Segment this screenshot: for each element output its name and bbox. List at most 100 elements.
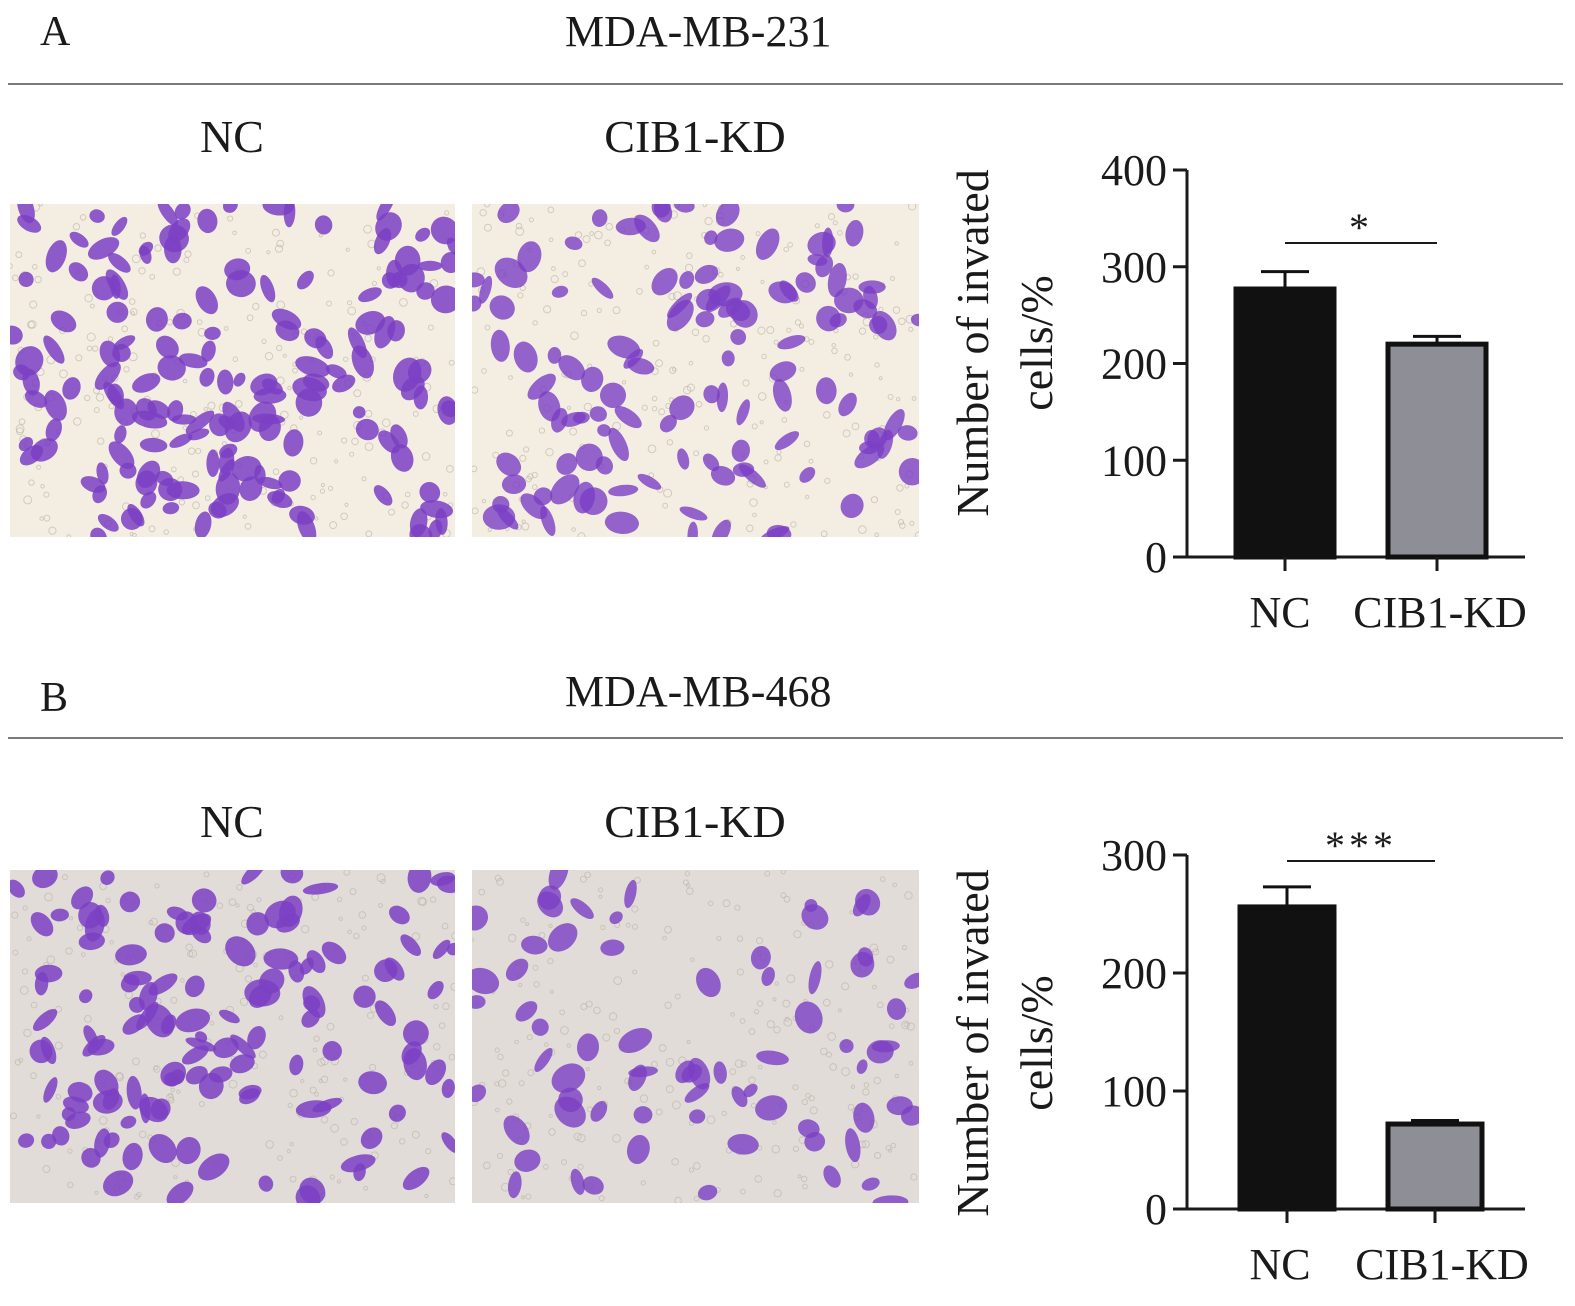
membrane-pore <box>234 400 243 408</box>
panel-letter-a: A <box>40 9 71 55</box>
stained-cell <box>174 204 191 220</box>
stained-cell <box>381 272 398 289</box>
x-tick-label-kd: CIB1-KD <box>1355 1240 1529 1289</box>
membrane-pore <box>242 514 247 519</box>
membrane-pore <box>858 525 867 534</box>
membrane-pore <box>757 326 766 335</box>
membrane-pore <box>309 1086 317 1094</box>
stained-cell <box>90 527 107 537</box>
membrane-pore <box>890 1142 897 1149</box>
stained-cell <box>628 1064 647 1091</box>
membrane-pore <box>289 1088 298 1098</box>
membrane-pore <box>204 495 211 502</box>
membrane-pore <box>433 1003 439 1010</box>
membrane-pore <box>910 1173 918 1181</box>
membrane-pore <box>790 521 797 528</box>
membrane-pore <box>858 327 867 335</box>
membrane-pore <box>550 275 559 284</box>
membrane-pore <box>417 896 427 906</box>
membrane-pore <box>574 231 583 239</box>
stained-cell <box>582 1176 604 1195</box>
membrane-pore <box>665 1057 675 1067</box>
membrane-pore <box>252 302 260 311</box>
stained-cell <box>262 204 295 216</box>
membrane-pore <box>773 339 779 345</box>
membrane-pore <box>793 930 802 939</box>
membrane-pore <box>764 870 771 877</box>
stained-cell <box>166 906 188 921</box>
stained-cell <box>863 285 878 310</box>
membrane-pore <box>831 343 837 348</box>
membrane-pore <box>261 338 267 344</box>
membrane-pore <box>631 923 638 930</box>
membrane-pore <box>23 1028 32 1038</box>
membrane-pore <box>518 982 523 988</box>
stained-cell <box>288 960 305 983</box>
membrane-pore <box>282 353 287 358</box>
membrane-pore <box>15 424 25 434</box>
membrane-pore <box>76 924 84 932</box>
membrane-pore <box>644 264 650 270</box>
stained-cell <box>904 972 919 989</box>
membrane-pore <box>757 1064 763 1070</box>
membrane-pore <box>429 896 437 903</box>
membrane-pore <box>232 230 237 236</box>
stained-cell <box>111 216 128 236</box>
stained-cell <box>808 961 822 995</box>
membrane-pore <box>820 1047 828 1056</box>
stained-cell <box>558 1087 583 1113</box>
membrane-pore <box>236 883 243 891</box>
membrane-pore <box>528 217 535 223</box>
membrane-pore <box>887 393 894 400</box>
stained-cell <box>402 1166 430 1191</box>
bar-nc <box>1237 904 1337 1212</box>
membrane-pore <box>42 1165 51 1173</box>
membrane-pore <box>508 375 513 381</box>
membrane-pore <box>772 997 777 1002</box>
membrane-pore <box>742 379 750 387</box>
membrane-pore <box>911 396 917 401</box>
membrane-pore <box>123 366 130 373</box>
membrane-pore <box>803 440 811 448</box>
membrane-pore <box>826 1051 832 1058</box>
stained-cell <box>472 1084 487 1103</box>
membrane-pore <box>286 1149 291 1154</box>
membrane-pore <box>502 1069 510 1077</box>
stained-cell <box>94 1069 119 1097</box>
stained-cell <box>441 1078 455 1098</box>
stained-cell <box>185 975 205 998</box>
stained-cell <box>191 888 217 913</box>
stained-cell <box>139 245 152 264</box>
stained-cell <box>162 502 180 515</box>
stained-cell <box>199 367 215 387</box>
membrane-pore <box>718 271 724 278</box>
membrane-pore <box>93 407 100 413</box>
membrane-pore <box>521 522 530 531</box>
membrane-pore <box>562 271 569 278</box>
stained-cell <box>608 427 629 462</box>
membrane-pore <box>771 1144 781 1154</box>
membrane-pore <box>600 924 606 931</box>
stained-cell <box>441 1132 455 1154</box>
membrane-pore <box>809 1106 818 1115</box>
stained-cell <box>34 964 63 983</box>
membrane-pore <box>908 326 914 332</box>
membrane-pore <box>898 317 906 326</box>
membrane-pore <box>287 385 292 391</box>
membrane-pore <box>10 263 13 269</box>
membrane-pore <box>203 871 210 878</box>
stained-cell <box>201 340 216 362</box>
membrane-pore <box>163 529 169 535</box>
membrane-pore <box>442 1002 450 1010</box>
membrane-pore <box>195 448 202 455</box>
membrane-pore <box>22 905 28 911</box>
stained-cell <box>677 448 690 470</box>
stained-cell <box>713 1061 727 1084</box>
membrane-pore <box>740 1060 747 1067</box>
membrane-pore <box>704 216 713 226</box>
membrane-pore <box>652 339 660 347</box>
membrane-pore <box>736 968 744 976</box>
membrane-pore <box>320 483 325 488</box>
membrane-pore <box>594 230 603 240</box>
membrane-pore <box>873 334 879 340</box>
